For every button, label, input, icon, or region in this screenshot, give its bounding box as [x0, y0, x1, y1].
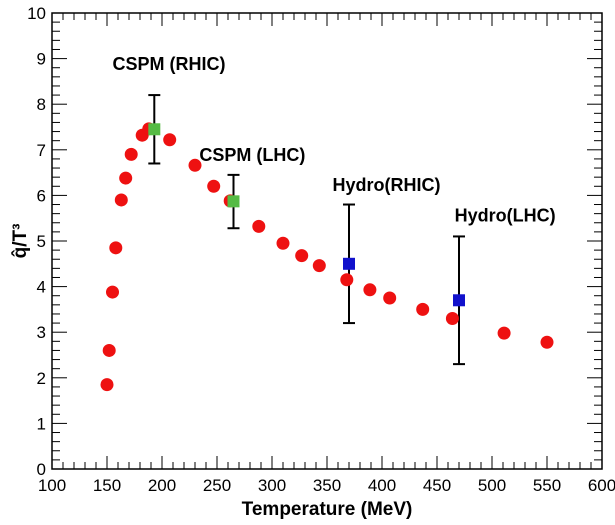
y-tick-label: 6	[37, 186, 46, 205]
data-point-square	[227, 195, 240, 208]
data-point	[363, 283, 377, 297]
data-point	[445, 312, 459, 326]
x-tick-label: 600	[588, 476, 615, 495]
annotation-label: CSPM (LHC)	[199, 145, 305, 165]
data-point	[416, 302, 430, 316]
data-point-square	[343, 257, 355, 270]
tick-labels: 100 150 200 250 300 350 400 450 500 550 600 0 1 2 3 4 5 6…	[27, 4, 615, 495]
data-point	[124, 147, 138, 161]
x-tick-label: 500	[478, 476, 506, 495]
data-point	[109, 241, 123, 255]
data-point	[100, 378, 114, 392]
error-bars	[148, 94, 465, 366]
data-point	[163, 133, 177, 147]
data-point	[276, 236, 290, 250]
data-point	[340, 273, 354, 287]
x-tick-label: 450	[423, 476, 451, 495]
data-point	[207, 179, 221, 193]
data-point-square	[148, 123, 161, 136]
data-point	[295, 249, 309, 263]
data-point	[497, 326, 511, 340]
x-tick-label: 550	[533, 476, 561, 495]
x-tick-label: 200	[148, 476, 176, 495]
y-tick-label: 4	[37, 278, 46, 297]
y-tick-label: 5	[37, 232, 46, 251]
x-tick-label: 100	[38, 476, 66, 495]
x-tick-label: 150	[93, 476, 121, 495]
data-point	[106, 285, 119, 299]
data-point	[312, 259, 326, 273]
y-tick-label: 0	[37, 460, 46, 479]
annotation-label: Hydro(LHC)	[455, 205, 556, 225]
data-points	[100, 122, 554, 392]
data-point	[119, 171, 133, 185]
annotation-label: Hydro(RHIC)	[333, 175, 441, 195]
y-axis-title: q̂/T³	[10, 224, 31, 259]
data-point	[252, 219, 266, 233]
y-tick-label: 8	[37, 95, 46, 114]
data-point	[114, 193, 128, 207]
y-tick-label: 9	[37, 50, 46, 69]
x-tick-label: 350	[313, 476, 341, 495]
x-tick-label: 400	[368, 476, 396, 495]
x-tick-label: 250	[203, 476, 231, 495]
data-point-square	[453, 294, 465, 307]
annotation-label: CSPM (RHIC)	[113, 54, 226, 74]
x-tick-label: 300	[258, 476, 286, 495]
data-point	[383, 291, 397, 305]
annotations: CSPM (RHIC) CSPM (LHC) Hydro(RHIC) Hydro(LH…	[113, 54, 556, 225]
axis-ticks	[51, 12, 603, 470]
data-point	[540, 335, 554, 349]
data-point	[188, 158, 202, 172]
y-tick-label: 1	[37, 414, 46, 433]
y-tick-label: 10	[27, 4, 46, 23]
x-axis-title: Temperature (MeV)	[242, 499, 413, 520]
y-tick-label: 2	[37, 369, 46, 388]
plot-frame	[51, 12, 603, 470]
data-point	[102, 343, 116, 357]
y-tick-label: 3	[37, 323, 46, 342]
y-tick-label: 7	[37, 141, 46, 160]
